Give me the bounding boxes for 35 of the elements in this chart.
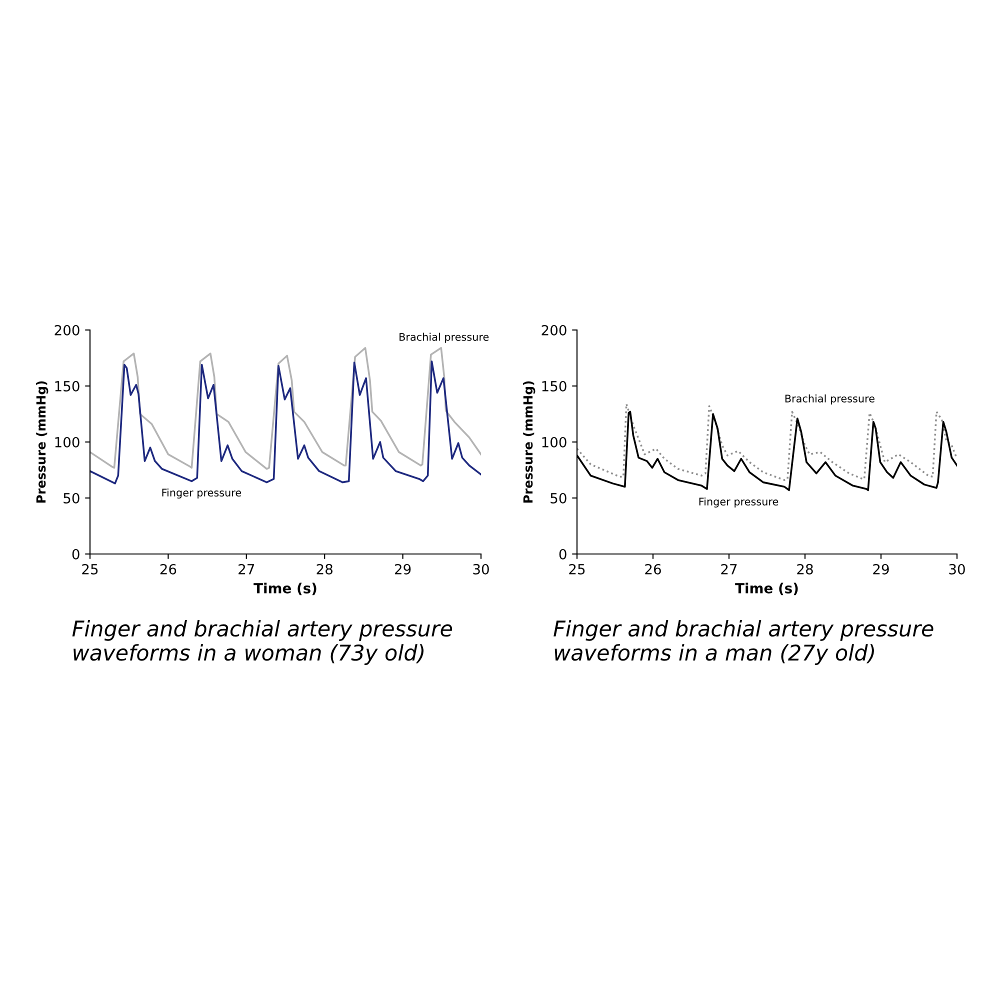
x-tick-label: 29 (394, 564, 411, 574)
annotation: Finger pressure (162, 488, 242, 499)
y-tick-label: 0 (559, 548, 566, 560)
y-tick-label: 200 (54, 324, 80, 336)
line-series (90, 347, 481, 470)
y-tick-label: 0 (72, 548, 80, 560)
x-tick-label: 28 (316, 564, 332, 574)
y-tick-label: 100 (542, 436, 566, 448)
x-tick-label: 25 (569, 564, 585, 574)
y-tick-label: 50 (550, 492, 566, 504)
x-tick-label: 26 (645, 564, 661, 574)
y-tick-label: 50 (64, 492, 80, 504)
x-tick-label: 28 (797, 564, 813, 574)
y-axis-title: Pressure (mmHg) (523, 381, 536, 503)
x-tick-label: 26 (160, 564, 176, 574)
x-tick-label: 27 (238, 564, 254, 574)
y-tick-label: 100 (55, 436, 80, 448)
line-series (577, 403, 957, 481)
x-tick-label: 30 (949, 564, 965, 574)
x-axis-title: Time (s) (735, 582, 798, 596)
line-series (90, 360, 481, 484)
annotation: Finger pressure (699, 497, 778, 508)
x-axis-title: Time (s) (254, 582, 316, 596)
y-tick-label: 150 (542, 380, 566, 392)
text: Finger and brachial artery pressure waveforms in a woman (73y old) (72, 620, 452, 665)
y-axis-title: Pressure (mmHg) (36, 381, 48, 503)
y-tick-label: 150 (55, 380, 80, 392)
annotation: Brachial pressure (785, 394, 874, 404)
x-tick-label: 29 (873, 564, 889, 574)
text: Finger and brachial artery pressure waveforms in a man (27y old) (554, 620, 934, 665)
annotation: Brachial pressure (400, 332, 489, 343)
x-tick-label: 25 (82, 564, 98, 574)
y-tick-label: 200 (542, 324, 566, 336)
x-tick-label: 27 (721, 564, 737, 574)
x-tick-label: 30 (473, 564, 489, 574)
